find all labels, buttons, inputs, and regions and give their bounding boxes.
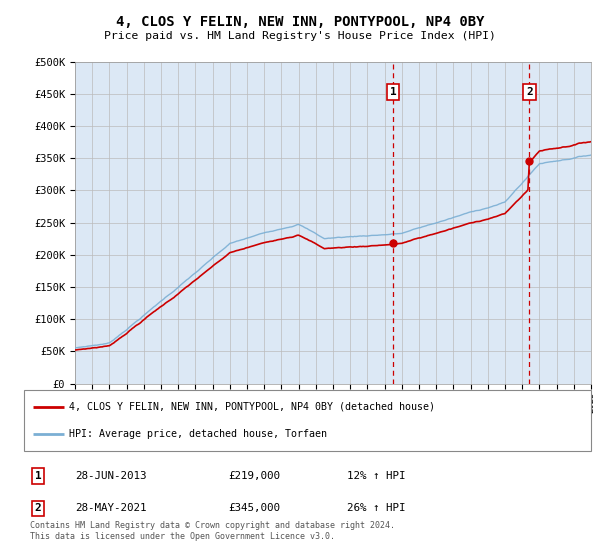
Text: 2: 2 — [35, 503, 41, 514]
Text: HPI: Average price, detached house, Torfaen: HPI: Average price, detached house, Torf… — [70, 430, 328, 440]
Text: Price paid vs. HM Land Registry's House Price Index (HPI): Price paid vs. HM Land Registry's House … — [104, 31, 496, 41]
FancyBboxPatch shape — [24, 390, 591, 451]
Text: 4, CLOS Y FELIN, NEW INN, PONTYPOOL, NP4 0BY: 4, CLOS Y FELIN, NEW INN, PONTYPOOL, NP4… — [116, 15, 484, 29]
Text: 1: 1 — [390, 87, 397, 97]
Text: 26% ↑ HPI: 26% ↑ HPI — [347, 503, 406, 514]
Text: 28-JUN-2013: 28-JUN-2013 — [75, 471, 146, 481]
Text: 4, CLOS Y FELIN, NEW INN, PONTYPOOL, NP4 0BY (detached house): 4, CLOS Y FELIN, NEW INN, PONTYPOOL, NP4… — [70, 402, 436, 412]
Text: 12% ↑ HPI: 12% ↑ HPI — [347, 471, 406, 481]
Text: £219,000: £219,000 — [228, 471, 280, 481]
Text: £345,000: £345,000 — [228, 503, 280, 514]
Text: 2: 2 — [526, 87, 533, 97]
Text: Contains HM Land Registry data © Crown copyright and database right 2024.
This d: Contains HM Land Registry data © Crown c… — [29, 521, 395, 540]
Text: 28-MAY-2021: 28-MAY-2021 — [75, 503, 146, 514]
Text: 1: 1 — [35, 471, 41, 481]
